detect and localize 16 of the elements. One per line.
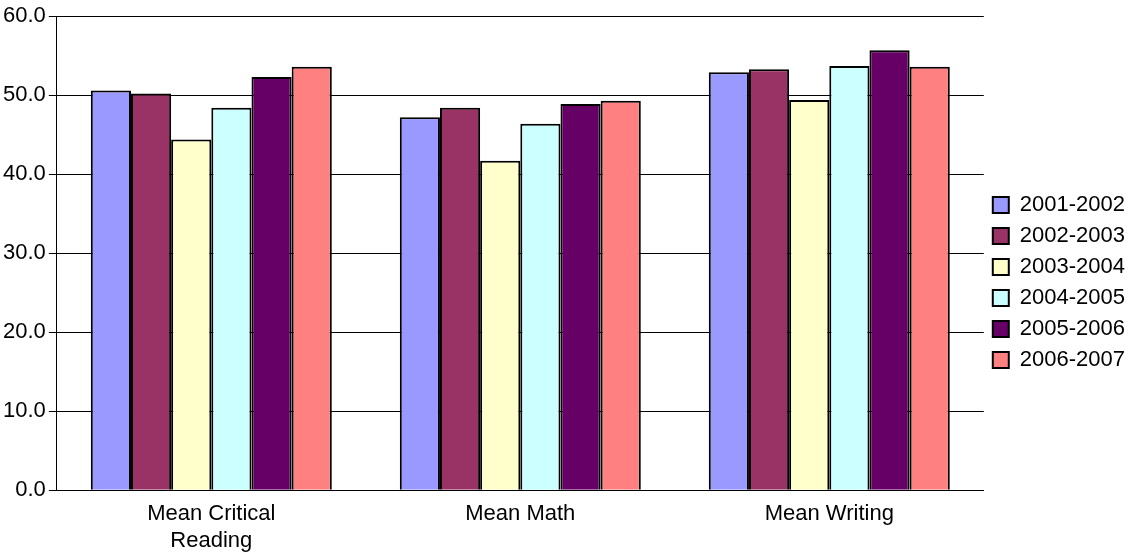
- legend-label: 2002-2003: [1019, 222, 1126, 248]
- legend-label: 2006-2007: [1019, 346, 1126, 372]
- y-tick-label: 40.0: [2, 160, 46, 186]
- legend-label: 2001-2002: [1019, 191, 1126, 217]
- y-tick-label: 30.0: [2, 239, 46, 265]
- legend-label: 2003-2004: [1019, 253, 1126, 279]
- y-tick-label: 60.0: [2, 2, 46, 28]
- y-tick-label: 50.0: [2, 81, 46, 107]
- x-tick-label: Mean Math: [465, 500, 576, 526]
- legend-label: 2004-2005: [1019, 284, 1126, 310]
- x-tick-label: Mean Writing: [764, 500, 894, 526]
- y-tick-label: 10.0: [2, 397, 46, 423]
- y-tick-label: 20.0: [2, 318, 46, 344]
- x-tick-label: Mean Critical Reading: [147, 500, 276, 552]
- legend-label: 2005-2006: [1019, 315, 1126, 341]
- y-tick-label: 0.0: [15, 476, 46, 502]
